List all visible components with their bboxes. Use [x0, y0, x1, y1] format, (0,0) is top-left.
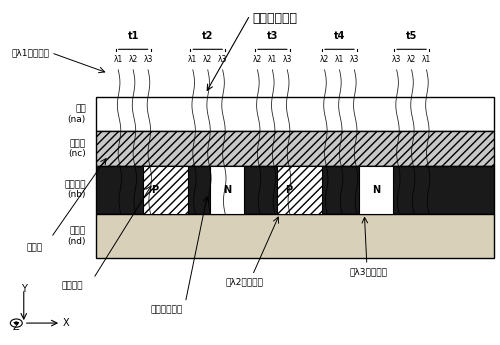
- Bar: [96, 166, 493, 214]
- Text: λ2: λ2: [253, 55, 262, 64]
- Bar: [143, 166, 188, 214]
- Text: N: N: [372, 185, 380, 195]
- Text: λ2: λ2: [320, 55, 329, 64]
- Text: λ3: λ3: [144, 55, 153, 64]
- Bar: [210, 166, 244, 214]
- Text: t2: t2: [202, 31, 213, 41]
- Text: λ3: λ3: [218, 55, 228, 64]
- Bar: [360, 166, 393, 214]
- Bar: [278, 166, 322, 214]
- Text: t1: t1: [128, 31, 139, 41]
- Text: λ3: λ3: [282, 55, 292, 64]
- Text: 在λ2的调制器: 在λ2的调制器: [225, 277, 263, 286]
- Text: λ1: λ1: [422, 55, 431, 64]
- Text: P: P: [150, 185, 158, 195]
- Text: λ3: λ3: [350, 55, 359, 64]
- Text: λ1: λ1: [335, 55, 344, 64]
- Text: X: X: [62, 318, 70, 328]
- Bar: [96, 214, 493, 258]
- Bar: [96, 97, 493, 131]
- Text: P: P: [285, 185, 292, 195]
- Text: t4: t4: [334, 31, 345, 41]
- Text: 波导
(na): 波导 (na): [68, 105, 86, 124]
- Text: λ1: λ1: [114, 55, 123, 64]
- Text: 在λ1的波导模: 在λ1的波导模: [12, 48, 50, 57]
- Text: λ3: λ3: [392, 55, 402, 64]
- Text: 光子晶体
(nb): 光子晶体 (nb): [64, 180, 86, 199]
- Text: Z: Z: [13, 322, 20, 332]
- Text: 在λ3的调制器: 在λ3的调制器: [350, 267, 388, 276]
- Text: 倏逝耦合: 倏逝耦合: [61, 281, 82, 290]
- Text: 被调制的信号: 被调制的信号: [252, 12, 298, 24]
- Text: t3: t3: [266, 31, 278, 41]
- Text: λ1: λ1: [188, 55, 198, 64]
- Text: 衬底层
(nd): 衬底层 (nd): [68, 226, 86, 246]
- Text: λ2: λ2: [407, 55, 416, 64]
- Text: 调制的空腔模: 调制的空腔模: [150, 305, 183, 314]
- Text: 倏逝场: 倏逝场: [26, 243, 42, 252]
- Bar: [96, 131, 493, 166]
- Text: t5: t5: [406, 31, 417, 41]
- Text: 势垒层
(nc): 势垒层 (nc): [68, 139, 86, 158]
- Text: λ1: λ1: [268, 55, 277, 64]
- Text: Y: Y: [21, 284, 26, 294]
- Text: λ2: λ2: [203, 55, 212, 64]
- Circle shape: [15, 322, 18, 324]
- Text: λ2: λ2: [128, 55, 138, 64]
- Text: N: N: [223, 185, 231, 195]
